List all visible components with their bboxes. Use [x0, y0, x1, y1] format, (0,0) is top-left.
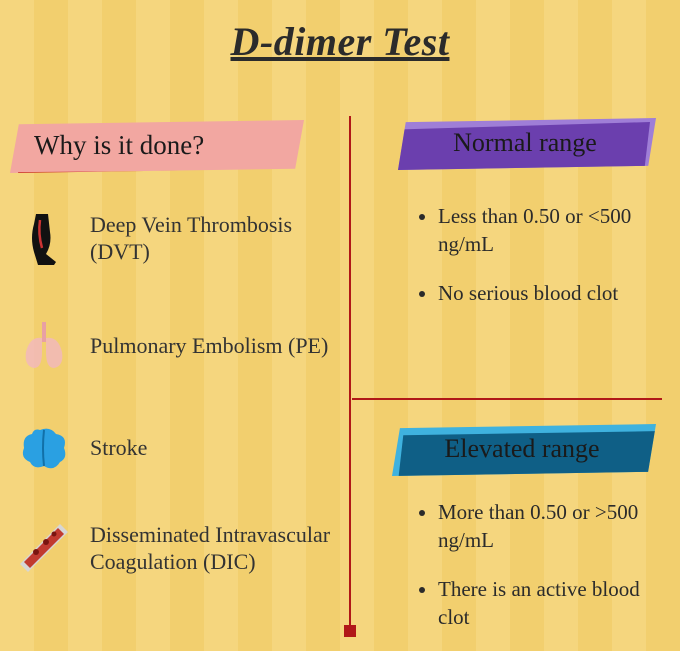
list-item: No serious blood clot [438, 279, 660, 307]
list-item: There is an active blood clot [438, 575, 660, 632]
lungs-icon [16, 318, 72, 374]
vertical-divider [349, 116, 351, 635]
condition-label: Deep Vein Thrombosis (DVT) [90, 211, 336, 266]
right-horizontal-divider [352, 398, 662, 400]
normal-range-list: Less than 0.50 or <500 ng/mL No serious … [420, 202, 660, 327]
condition-item-dic: Disseminated Intravascular Coagulation (… [16, 520, 336, 576]
list-item: Less than 0.50 or <500 ng/mL [438, 202, 660, 259]
condition-item-dvt: Deep Vein Thrombosis (DVT) [16, 210, 336, 266]
condition-label: Pulmonary Embolism (PE) [90, 332, 328, 360]
condition-label: Stroke [90, 434, 147, 462]
condition-item-stroke: Stroke [16, 420, 336, 476]
list-item: More than 0.50 or >500 ng/mL [438, 498, 660, 555]
banner-why: Why is it done? [10, 120, 304, 173]
vessel-icon [16, 520, 72, 576]
brain-icon [16, 420, 72, 476]
elevated-range-list: More than 0.50 or >500 ng/mL There is an… [420, 498, 660, 651]
condition-item-pe: Pulmonary Embolism (PE) [16, 318, 336, 374]
leg-dvt-icon [16, 210, 72, 266]
banner-normal-range: Normal range [398, 118, 656, 170]
condition-label: Disseminated Intravascular Coagulation (… [90, 521, 336, 576]
page-title: D-dimer Test [0, 0, 680, 93]
banner-elevated-range: Elevated range [392, 424, 656, 476]
